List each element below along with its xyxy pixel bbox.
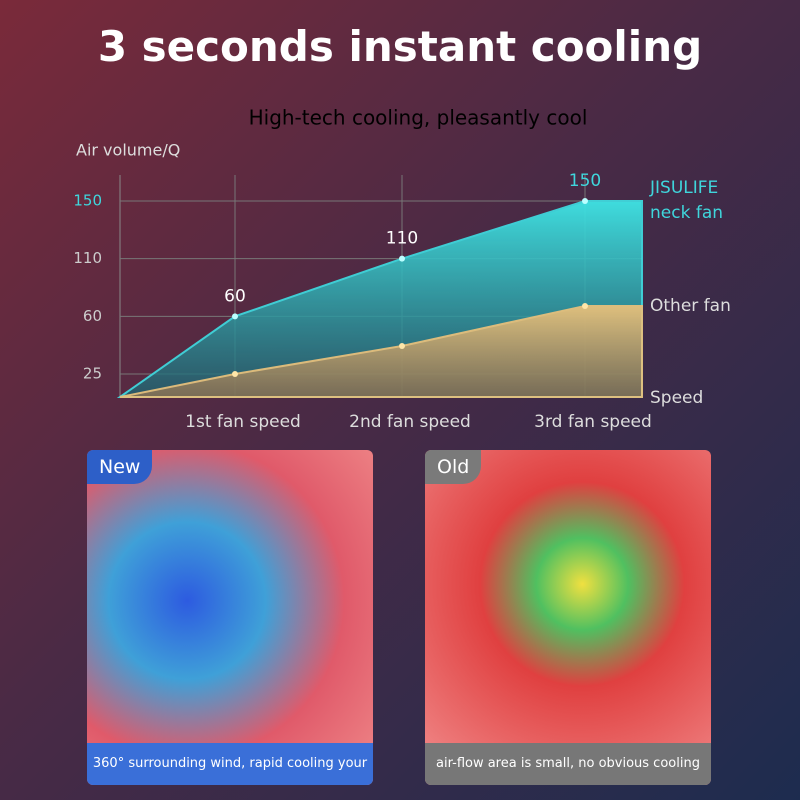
chart: High-tech cooling, pleasantly cool Air v…: [73, 106, 731, 433]
panel-new: New 360° surrounding wind, rapid cooling…: [87, 450, 373, 785]
panel-old: Old air-flow area is small, no obvious c…: [425, 450, 711, 785]
x-tick-label: 2nd fan speed: [349, 412, 471, 432]
badge: New: [87, 450, 153, 484]
point: [232, 313, 238, 320]
x-tick-label: 3rd fan speed: [534, 412, 652, 432]
caption: 360° surrounding wind, rapid cooling you…: [87, 743, 373, 785]
y-tick-label: 60: [83, 307, 102, 325]
x-axis-label: Speed: [650, 388, 703, 408]
y-tick-label: 110: [73, 249, 102, 267]
value-label: 110: [386, 229, 418, 249]
value-label: 150: [569, 171, 601, 191]
caption: air-flow area is small, no obvious cooli…: [425, 743, 711, 785]
point: [399, 255, 405, 262]
badge: Old: [425, 450, 482, 484]
y-axis-label: Air volume/Q: [76, 141, 180, 160]
chart-subtitle: High-tech cooling, pleasantly cool: [249, 106, 588, 130]
point: [232, 371, 238, 377]
y-tick-label: 25: [83, 365, 102, 383]
point: [399, 342, 405, 349]
x-tick-label: 1st fan speed: [185, 412, 301, 432]
value-label: 60: [224, 286, 246, 306]
page-title: 3 seconds instant cooling: [97, 22, 703, 71]
point: [582, 198, 588, 204]
legend-entry: Other fan: [650, 296, 731, 316]
point: [582, 302, 588, 309]
y-tick-label: 150: [73, 192, 102, 210]
legend-entry: JISULIFE neck fan: [650, 178, 724, 223]
